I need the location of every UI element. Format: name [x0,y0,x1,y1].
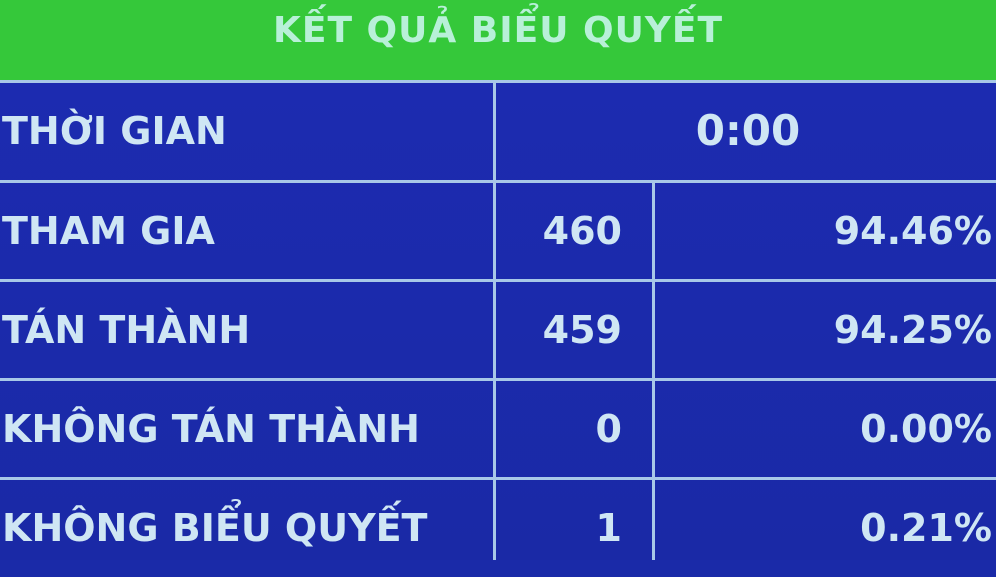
divider [0,80,996,83]
row-count: 460 [542,209,622,253]
row-label: THAM GIA [2,209,215,253]
row-count: 459 [542,308,622,352]
divider [0,477,996,480]
divider [0,279,996,282]
row-label: TÁN THÀNH [2,308,251,352]
divider [652,180,655,560]
row-percent: 94.25% [833,308,992,352]
results-board: THỜI GIAN 0:00 THAM GIA 460 94.46% TÁN T… [0,80,996,560]
row-percent: 94.46% [833,209,992,253]
divider [493,80,496,560]
divider [0,378,996,381]
row-label: KHÔNG BIỂU QUYẾT [2,506,428,550]
row-label: KHÔNG TÁN THÀNH [2,407,420,451]
row-count: 0 [595,407,622,451]
row-count: 1 [595,506,622,550]
row-percent: 0.00% [860,407,992,451]
divider [0,180,996,183]
row-percent: 0.21% [860,506,992,550]
time-value: 0:00 [695,106,801,155]
results-title: KẾT QUẢ BIỂU QUYẾT [0,0,996,80]
time-label: THỜI GIAN [2,109,227,153]
